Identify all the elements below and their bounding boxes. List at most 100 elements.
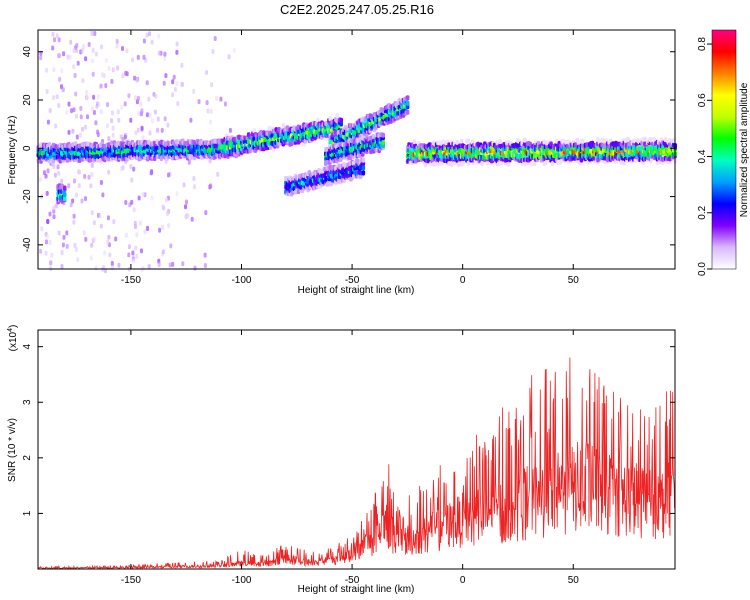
spectrogram-cell xyxy=(75,134,79,140)
spectrogram-x-label: Height of straight line (km) xyxy=(298,285,415,296)
spectrogram-cell xyxy=(281,122,285,128)
spectrogram-cell xyxy=(73,242,77,248)
spectrogram-cell xyxy=(175,49,179,55)
spectrogram-cell xyxy=(96,129,100,135)
spectrogram-cell xyxy=(91,47,95,53)
spectrogram-cell xyxy=(52,95,56,101)
spectrogram-cell xyxy=(69,202,73,208)
spectrogram-cell xyxy=(71,128,75,134)
spectrogram-y-tick-label: -40 xyxy=(22,237,33,252)
spectrogram-cell xyxy=(63,196,67,202)
spectrogram-cell xyxy=(210,82,214,88)
spectrogram-cell xyxy=(498,139,502,145)
spectrogram-cell xyxy=(99,83,103,89)
spectrogram-cell xyxy=(129,164,133,169)
spectrogram-cell xyxy=(189,117,193,123)
spectrogram-cell xyxy=(86,95,89,101)
spectrogram-cell xyxy=(104,58,108,63)
spectrogram-cell xyxy=(166,122,170,128)
spectrogram-cell xyxy=(107,234,111,240)
spectrogram-cell xyxy=(63,185,67,191)
spectrogram-cell xyxy=(228,127,232,133)
spectrogram-cell xyxy=(117,262,121,268)
spectrogram-cell xyxy=(60,249,64,255)
spectrogram-cell xyxy=(181,82,184,87)
spectrogram-cell xyxy=(447,161,451,167)
spectrogram-cell xyxy=(78,169,82,175)
spectrogram-cell xyxy=(173,86,177,92)
spectrogram-cell xyxy=(267,125,272,131)
spectrogram-cell xyxy=(76,60,80,66)
spectrogram-cell xyxy=(172,74,176,80)
spectrogram-cell xyxy=(163,51,167,57)
spectrogram-cell xyxy=(134,224,137,230)
spectrogram-cell xyxy=(206,108,210,114)
spectrogram-cell xyxy=(115,43,119,49)
spectrogram-cell xyxy=(485,160,490,166)
colorbar-tick-label: 0.0 xyxy=(697,262,708,276)
spectrogram-cell xyxy=(75,43,79,48)
spectrogram-cell xyxy=(147,96,151,102)
spectrogram-cell xyxy=(339,121,343,127)
spectrogram-cell xyxy=(48,108,52,113)
spectrogram-cell xyxy=(92,220,96,226)
spectrogram-cell xyxy=(169,243,173,249)
spectrogram-cell xyxy=(161,224,165,230)
spectrogram-cell xyxy=(141,135,145,141)
spectrogram-cell xyxy=(176,101,180,107)
spectrogram-cell xyxy=(54,203,58,209)
spectrogram-cell xyxy=(45,234,49,240)
spectrogram-cell xyxy=(190,216,194,222)
spectrogram-cell xyxy=(181,261,185,267)
spectrogram-cell xyxy=(405,100,410,106)
spectrogram-cell xyxy=(209,183,213,189)
spectrogram-cell xyxy=(139,111,143,117)
spectrogram-cell xyxy=(61,242,65,248)
spectrogram-cell xyxy=(123,134,127,140)
snr-x-tick-label: -150 xyxy=(121,575,141,586)
spectrogram-cell xyxy=(132,166,136,172)
spectrogram-x-tick-label: 0 xyxy=(460,275,466,286)
spectrogram-cell xyxy=(626,137,631,142)
spectrogram-cell xyxy=(162,205,166,211)
spectrogram-cell xyxy=(39,55,43,61)
spectrogram-cell xyxy=(127,93,131,99)
spectrogram-cell xyxy=(132,207,136,213)
spectrogram-cell xyxy=(110,78,114,84)
spectrogram-cell xyxy=(211,49,215,54)
spectrogram-cell xyxy=(156,116,160,122)
spectrogram-cell xyxy=(90,162,94,168)
snr-x-tick-label: 50 xyxy=(568,575,580,586)
spectrogram-cell xyxy=(167,172,170,178)
spectrogram-cell xyxy=(65,230,69,236)
spectrogram-cell xyxy=(182,182,186,188)
spectrogram-cell xyxy=(60,178,64,184)
spectrogram-cell xyxy=(55,33,59,39)
colorbar-tick-label: 0.8 xyxy=(697,37,708,51)
spectrogram-cell xyxy=(74,192,78,198)
spectrogram-cell xyxy=(136,127,140,133)
spectrogram-cell xyxy=(106,239,110,245)
spectrogram-cell xyxy=(361,165,366,171)
spectrogram-x-tick-label: 50 xyxy=(568,275,580,286)
spectrogram-cell xyxy=(45,190,49,196)
spectrogram-cell xyxy=(450,162,454,168)
spectrogram-cell xyxy=(65,109,69,115)
colorbar-tick-label: 0.6 xyxy=(697,93,708,107)
spectrogram-cell xyxy=(147,264,151,269)
spectrogram-cell xyxy=(58,76,62,82)
spectrogram-cell xyxy=(134,130,138,136)
spectrogram-cell xyxy=(87,42,91,47)
snr-multiplier-exponent: 4 xyxy=(7,328,14,332)
spectrogram-cell xyxy=(73,73,77,78)
spectrogram-cell xyxy=(79,132,82,138)
spectrogram-cell xyxy=(46,168,50,174)
spectrogram-cell xyxy=(164,73,168,79)
spectrogram-cell xyxy=(542,139,546,145)
spectrogram-cell xyxy=(53,37,56,43)
spectrogram-cell xyxy=(107,136,111,142)
spectrogram-cell xyxy=(72,48,76,53)
spectrogram-cell xyxy=(60,68,64,74)
spectrogram-cell xyxy=(167,223,171,229)
